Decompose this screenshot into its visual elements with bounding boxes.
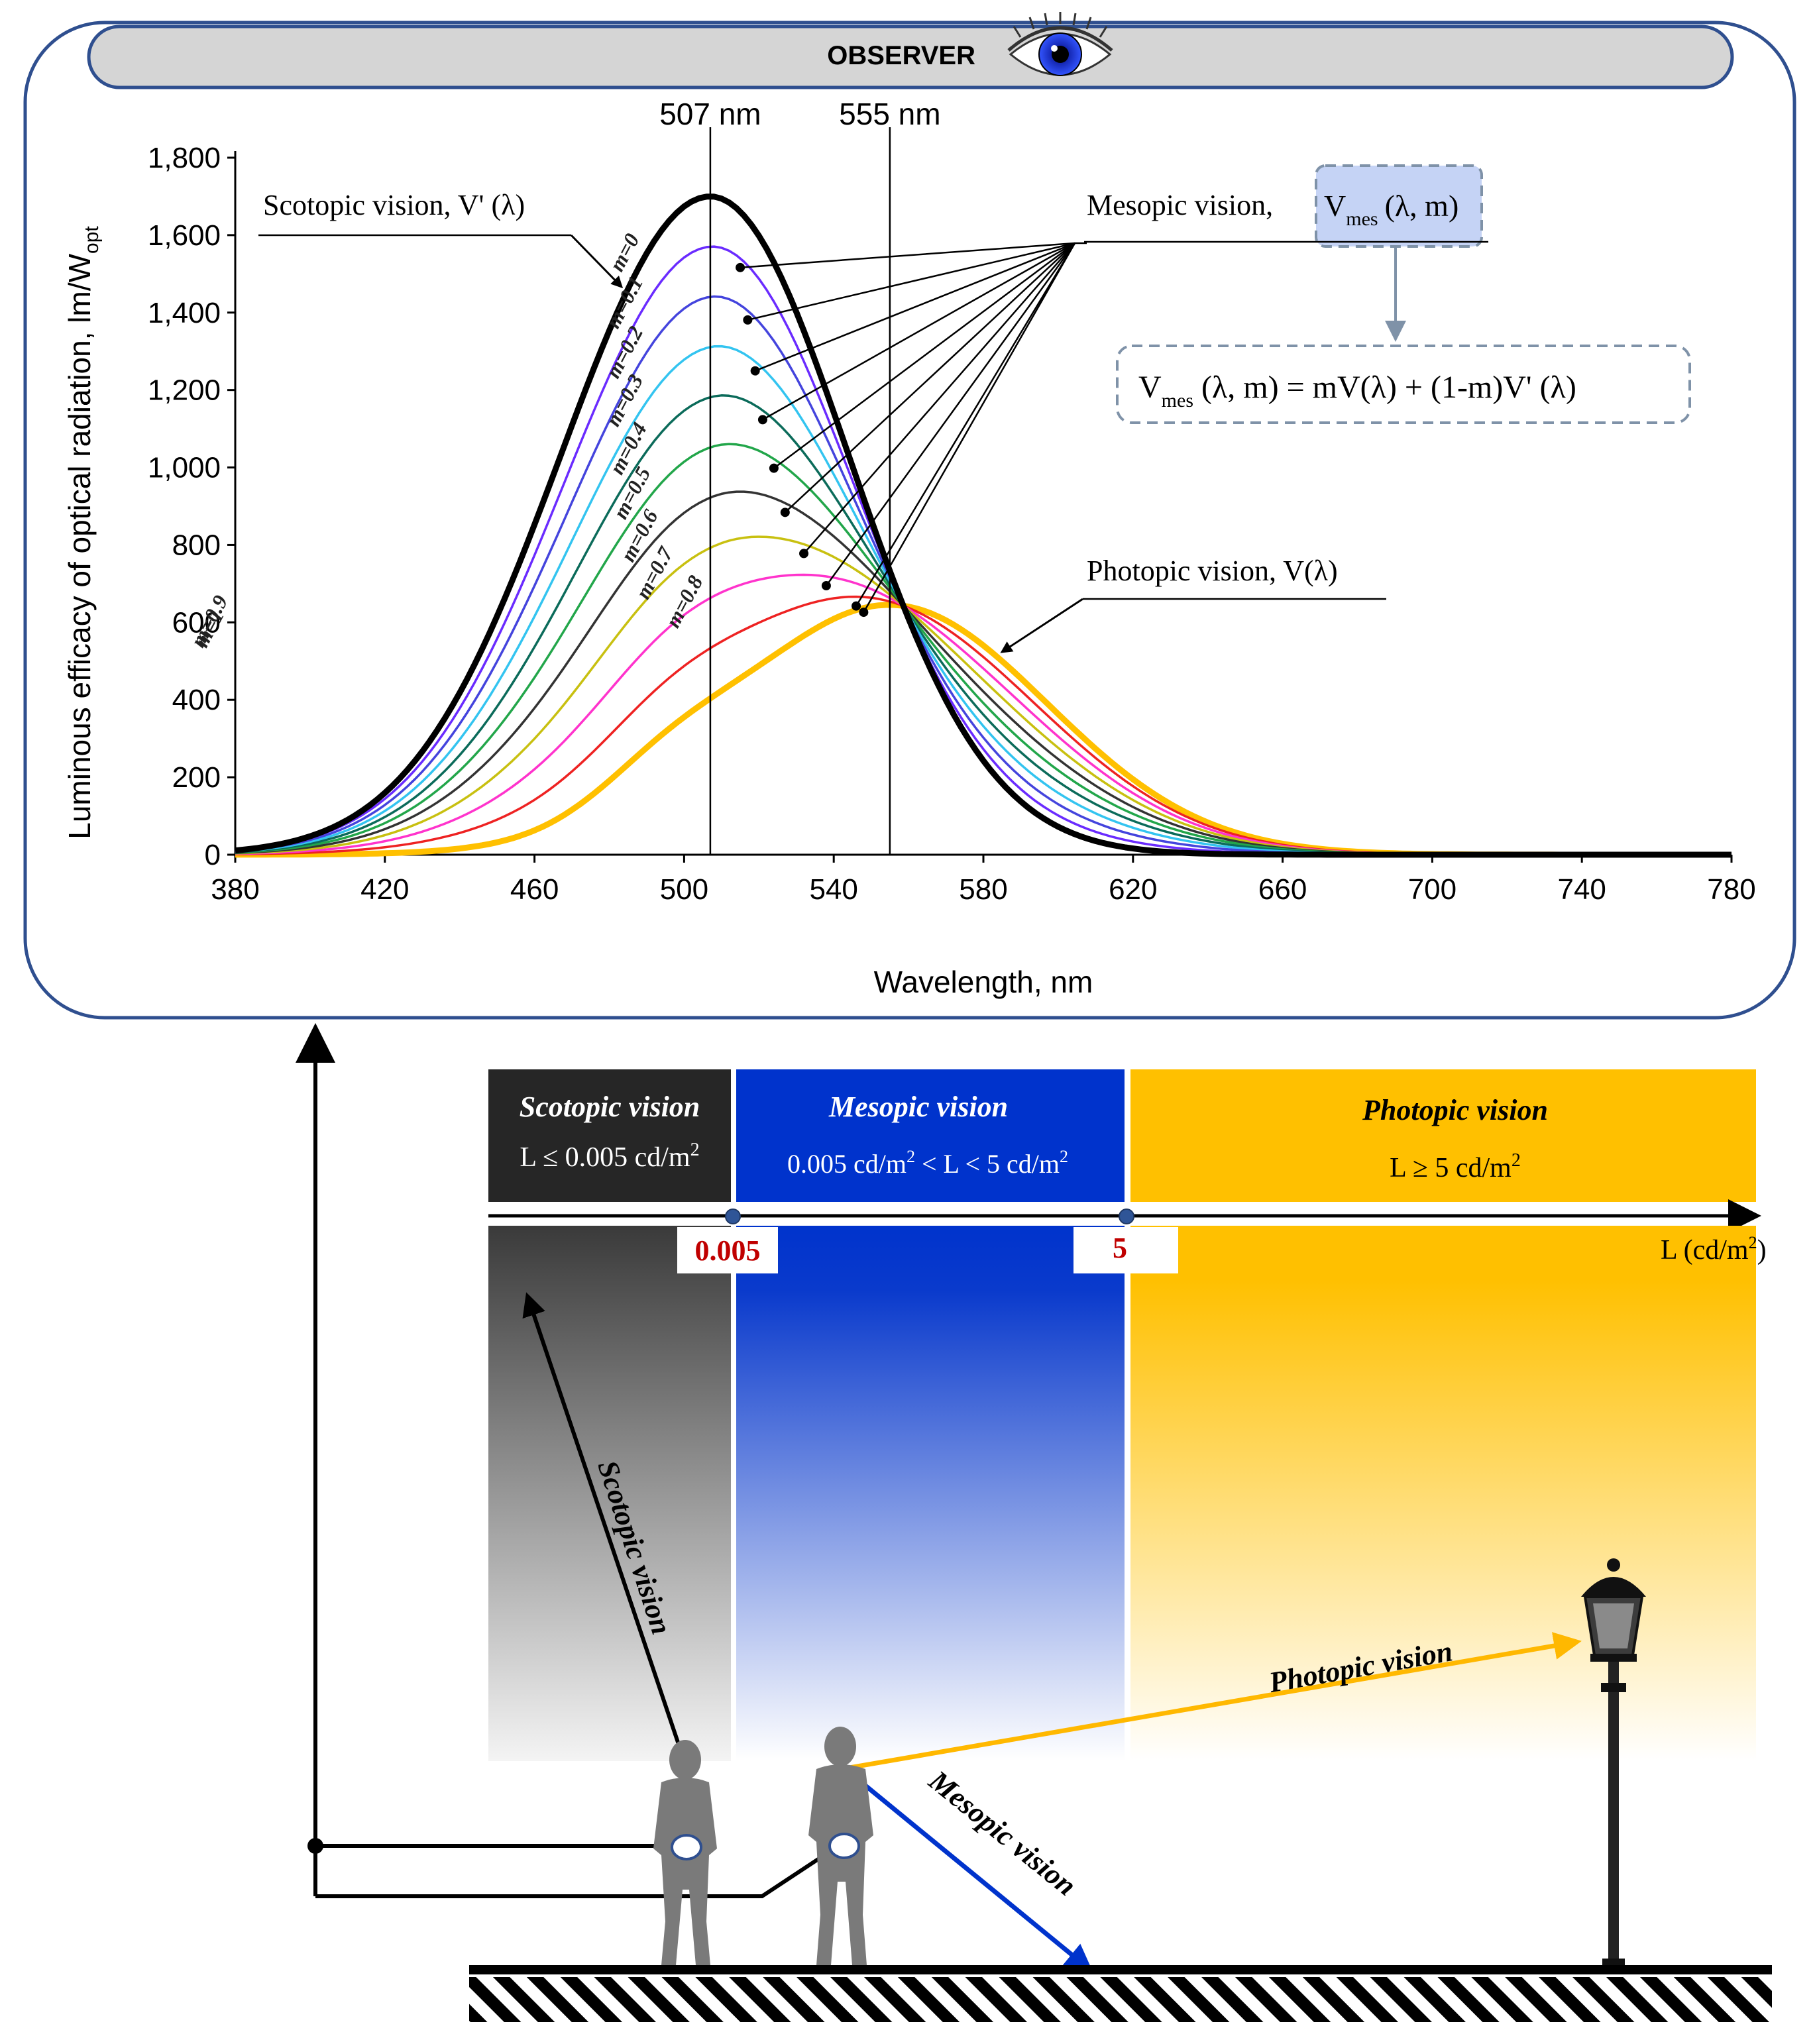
mesopic-pointer-dot-m=0.4 — [757, 415, 767, 425]
street-lamp-icon — [1581, 1558, 1646, 1973]
x-tick-label: 420 — [360, 873, 409, 906]
mesopic-band-header — [736, 1069, 1125, 1202]
mesopic-pointer-m=0.2 — [747, 242, 1075, 321]
mesopic-pointer-m=0.1 — [740, 242, 1075, 269]
mesopic-pointer-m=0.6 — [784, 242, 1075, 513]
y-axis-title: Luminous efficacy of optical radiation, … — [62, 226, 103, 839]
scotopic-band-range: L ≤ 0.005 cd/m2 — [520, 1140, 699, 1173]
photopic-vision-arrow — [849, 1632, 1582, 1770]
x-tick-label: 460 — [510, 873, 559, 906]
mesopic-pointer-dot-m=0.9 — [852, 601, 861, 611]
scotopic-curve-label: Scotopic vision, V' (λ) — [263, 189, 525, 221]
mesopic-pointer-dot-m=1 — [859, 608, 869, 618]
mesopic-symbol-box — [1315, 164, 1483, 248]
mesopic-pointer-dot-m=0.7 — [799, 549, 809, 559]
person-mesopic-icon — [808, 1727, 873, 1965]
mesopic-pointer-m=0.3 — [755, 242, 1075, 372]
ground-line — [469, 1965, 1772, 1974]
mesopic-pointer-m=0.4 — [762, 242, 1075, 421]
vline-label-555: 555 nm — [839, 97, 940, 131]
mesopic-pointer-m=0.5 — [773, 242, 1075, 469]
chart-panel — [23, 21, 1796, 1020]
y-tick-label: 1,800 — [148, 142, 221, 174]
x-tick-label: 540 — [809, 873, 857, 906]
mesopic-pointer-m=0.7 — [803, 242, 1075, 555]
mesopic-pointer-dot-m=0.6 — [780, 508, 790, 517]
y-tick-label: 400 — [172, 684, 221, 716]
x-axis-title: Wavelength, nm — [874, 965, 1093, 999]
feedback-wire-mesopic — [315, 1845, 838, 1898]
x-tick-label: 580 — [959, 873, 1007, 906]
x-tick-label: 620 — [1109, 873, 1157, 906]
threshold-low-dot — [725, 1209, 741, 1224]
observer-header — [87, 25, 1734, 89]
mesopic-formula-box — [1116, 345, 1691, 424]
vline-label-507: 507 nm — [659, 97, 761, 131]
photopic-band-range: L ≥ 5 cd/m2 — [1390, 1150, 1521, 1183]
series-line-m=0 — [235, 193, 1732, 858]
threshold-high-dot — [1119, 1209, 1134, 1224]
mesopic-band-range: 0.005 cd/m2 < L < 5 cd/m2 — [787, 1147, 1068, 1179]
mesopic-curve-label: Mesopic vision, — [1087, 189, 1273, 221]
photopic-band-title: Photopic vision — [1362, 1094, 1548, 1126]
photopic-gradient-column — [1130, 1226, 1756, 1761]
mesopic-pointer-dot-m=0.5 — [769, 463, 779, 473]
x-tick-label: 700 — [1408, 873, 1457, 906]
y-tick-label: 1,000 — [148, 452, 221, 484]
mesopic-pointer-m=0.9 — [855, 242, 1076, 607]
observer-label: OBSERVER — [827, 41, 975, 70]
ground-hatch — [469, 1977, 1772, 2022]
photopic-band-header — [1130, 1069, 1756, 1202]
x-tick-label: 380 — [211, 873, 259, 906]
mesopic-pointer-m=1 — [863, 242, 1076, 613]
mesopic-pointer-m=0.8 — [825, 242, 1076, 586]
threshold-high-label-box — [1073, 1227, 1178, 1273]
threshold-low-label: 0.005 — [695, 1234, 761, 1267]
feedback-junction — [307, 1838, 323, 1854]
mesopic-vision-arrow — [845, 1768, 1093, 1972]
mesopic-pointer-dot-m=0.3 — [750, 366, 760, 376]
threshold-low-label-box — [677, 1227, 778, 1273]
y-tick-label: 1,600 — [148, 219, 221, 252]
y-tick-label: 800 — [172, 529, 221, 561]
x-tick-label: 500 — [660, 873, 708, 906]
y-tick-label: 1,400 — [148, 297, 221, 329]
y-tick-label: 200 — [172, 761, 221, 794]
mesopic-band-title: Mesopic vision — [828, 1091, 1008, 1123]
scotopic-label-pointer — [570, 234, 624, 289]
y-tick-label: 600 — [172, 606, 221, 639]
scotopic-vision-arrow — [522, 1292, 691, 1776]
photopic-label-pointer — [1000, 598, 1083, 653]
luminance-axis-label: L (cd/m2) — [1661, 1233, 1767, 1265]
scotopic-band-header — [488, 1069, 731, 1202]
observer-eye-marker-1 — [671, 1834, 702, 1860]
threshold-high-label: 5 — [1113, 1232, 1127, 1264]
observer-eye-marker-2 — [828, 1833, 860, 1859]
mesopic-vision-arrow-label: Mesopic vision — [922, 1764, 1083, 1902]
mesopic-formula: Vmes (λ, m) = mV(λ) + (1-m)V' (λ) — [1138, 370, 1576, 411]
person-scotopic-icon — [653, 1740, 717, 1965]
x-tick-label: 780 — [1707, 873, 1755, 906]
y-tick-label: 1,200 — [148, 374, 221, 407]
eye-icon — [1007, 12, 1113, 76]
mesopic-pointer-dot-m=0.8 — [821, 580, 831, 590]
x-tick-label: 660 — [1258, 873, 1307, 906]
mesopic-symbol: Vmes (λ, m) — [1324, 189, 1458, 230]
mesopic-pointer-dot-m=0.1 — [736, 262, 745, 272]
mesopic-gradient-column — [736, 1226, 1125, 1761]
mesopic-pointer-dot-m=0.2 — [743, 315, 753, 325]
x-tick-label: 740 — [1557, 873, 1606, 906]
y-tick-label: 0 — [205, 839, 221, 871]
photopic-curve-label: Photopic vision, V(λ) — [1087, 555, 1338, 587]
scotopic-band-title: Scotopic vision — [520, 1091, 700, 1123]
